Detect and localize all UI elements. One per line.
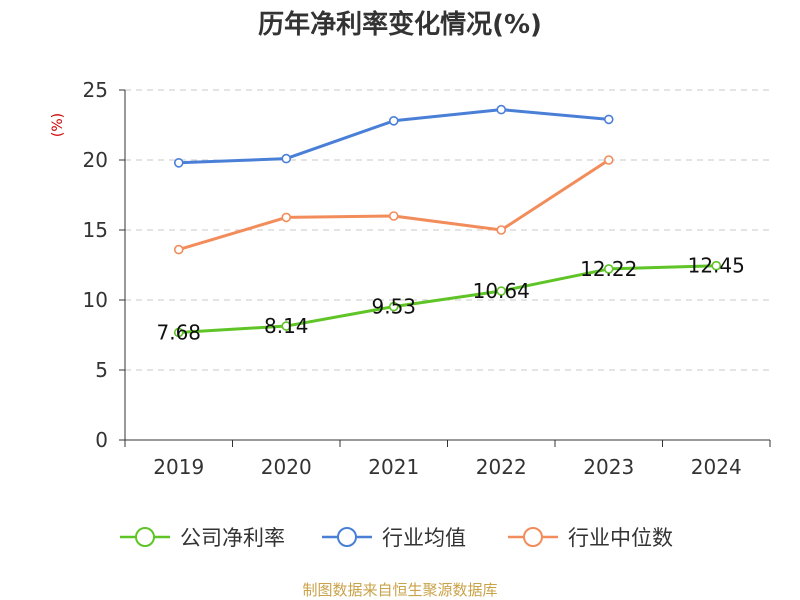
data-point[interactable]	[173, 158, 184, 168]
data-point[interactable]	[496, 225, 507, 235]
data-label: 7.68	[156, 320, 201, 344]
y-tick-label: 10	[83, 288, 108, 312]
y-tick-label: 15	[83, 218, 108, 242]
data-point[interactable]	[603, 155, 614, 165]
data-point[interactable]	[603, 264, 614, 274]
data-point[interactable]	[281, 321, 292, 331]
x-tick-label: 2022	[476, 455, 527, 479]
x-tick-label: 2024	[691, 455, 742, 479]
series-layer	[173, 104, 722, 338]
legend-label: 公司净利率	[180, 526, 285, 550]
data-labels: 7.68 8.14 9.53 10.64 12.22 12.45	[156, 254, 744, 345]
legend-item-0[interactable]: 公司净利率	[120, 526, 285, 550]
data-label: 10.64	[473, 279, 530, 303]
data-point[interactable]	[173, 244, 184, 255]
x-tick-label: 2023	[583, 455, 634, 479]
legend-marker	[523, 527, 543, 547]
grid-lines	[125, 89, 770, 371]
data-point[interactable]	[388, 211, 399, 221]
data-point[interactable]	[173, 327, 184, 338]
data-point[interactable]	[603, 114, 614, 125]
data-label: 12.45	[688, 254, 745, 278]
x-tick-label: 2021	[368, 455, 419, 479]
x-tick-label: 2019	[153, 455, 204, 479]
data-point[interactable]	[281, 212, 292, 223]
legend-marker	[135, 527, 155, 547]
chart-title: 历年净利率变化情况(%)	[258, 9, 542, 40]
data-point[interactable]	[496, 104, 507, 115]
axes: 0 5 10 15 20 25 2019 2020 2021 2022 2023 2024	[83, 78, 771, 479]
data-point[interactable]	[496, 286, 507, 296]
source-note: 制图数据来自恒生聚源数据库	[302, 581, 497, 599]
legend-label: 行业中位数	[568, 526, 673, 550]
y-axis-unit-label: (%)	[50, 113, 66, 137]
y-tick-label: 5	[95, 358, 108, 382]
data-label: 8.14	[264, 314, 309, 338]
data-point[interactable]	[711, 260, 722, 271]
legend-marker	[337, 527, 357, 547]
data-label: 9.53	[371, 295, 416, 319]
y-tick-label: 25	[83, 78, 108, 102]
series-line-2	[178, 158, 610, 252]
y-tick-label: 20	[83, 148, 108, 172]
data-point[interactable]	[281, 153, 292, 164]
legend-item-1[interactable]: 行业均值	[322, 526, 466, 550]
x-tick-label: 2020	[261, 455, 312, 479]
data-label: 12.22	[580, 257, 637, 281]
legend[interactable]: 公司净利率 行业均值 行业中位数	[120, 526, 673, 550]
data-point[interactable]	[388, 116, 399, 126]
data-point[interactable]	[388, 301, 399, 312]
legend-item-2[interactable]: 行业中位数	[508, 526, 673, 550]
y-tick-label: 0	[95, 428, 108, 452]
legend-label: 行业均值	[382, 526, 466, 550]
series-line-0	[178, 264, 717, 334]
